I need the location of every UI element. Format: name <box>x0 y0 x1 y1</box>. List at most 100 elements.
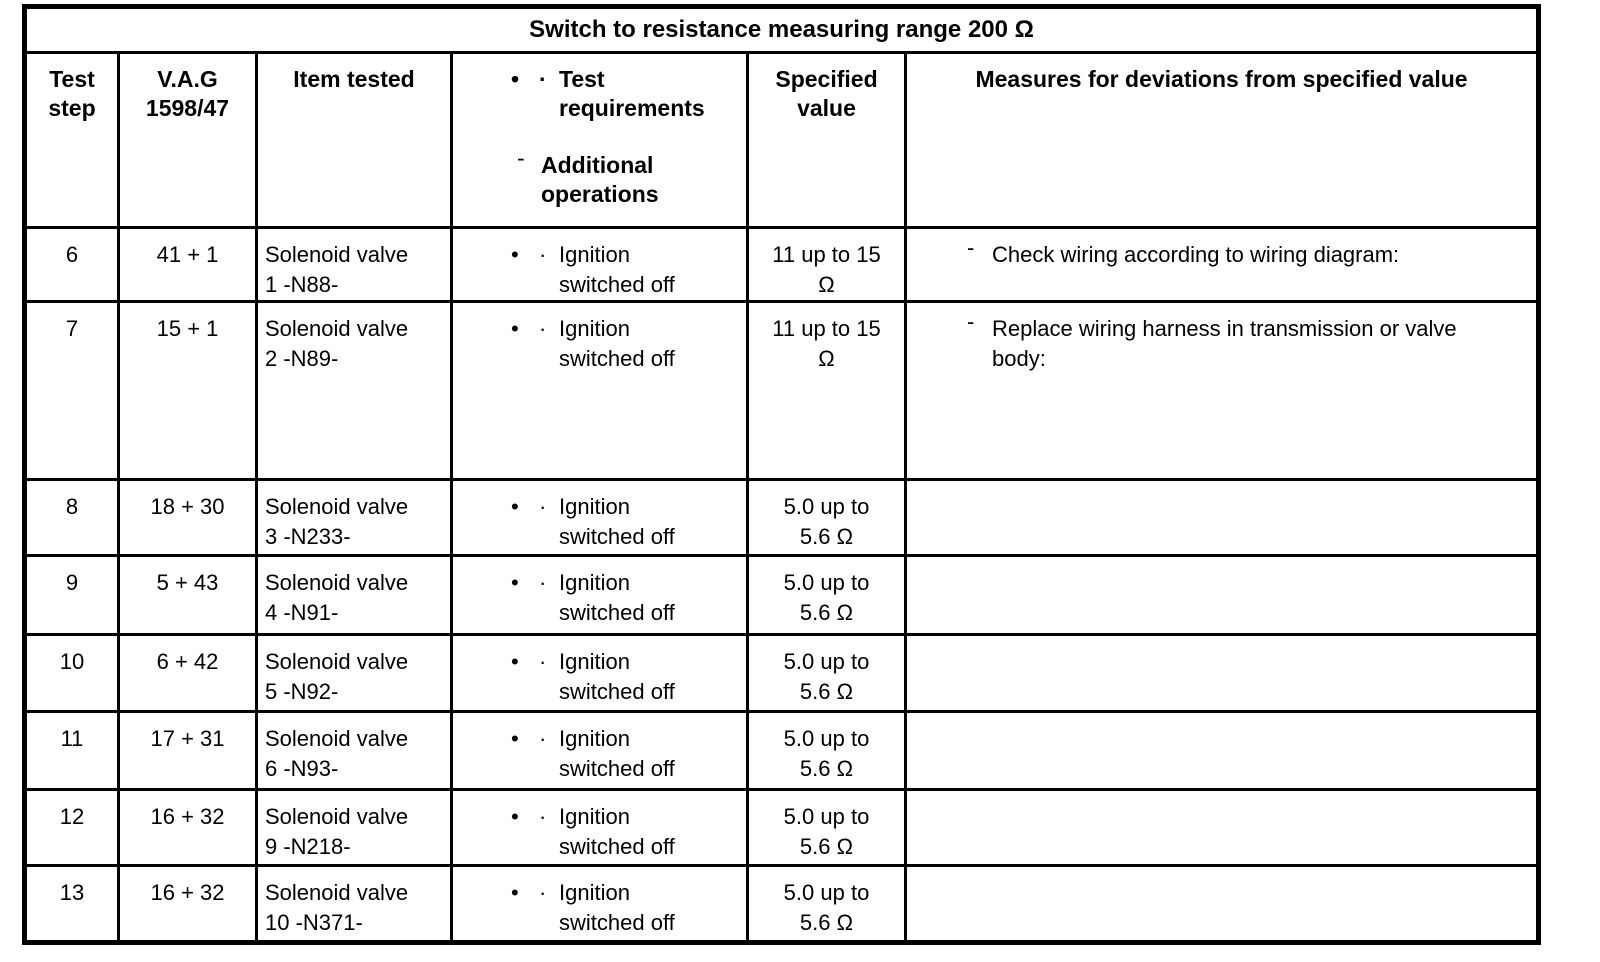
cell-test-requirements: • · Ignition switched off <box>450 788 749 867</box>
bullet-icon: • <box>511 726 519 751</box>
cell-specified-value: 5.0 up to 5.6 Ω <box>746 554 907 636</box>
cell-measures <box>903 864 1541 944</box>
sub-bullet-icon: · <box>539 726 547 751</box>
sub-bullet-icon: · <box>539 570 547 595</box>
header-test-requirements: • · Test requirements - Additional opera… <box>450 51 749 229</box>
cell-vag: 17 + 31 <box>117 710 258 791</box>
cell-item-tested: Solenoid valve 9 -N218- <box>255 788 453 867</box>
cell-measures: - Replace wiring harness in transmission… <box>903 300 1541 481</box>
item-line-1: Solenoid valve <box>265 880 409 905</box>
table-row: 9 5 + 43 Solenoid valve 4 -N91- • · Igni… <box>23 554 1541 636</box>
cell-vag: 16 + 32 <box>117 864 258 944</box>
item-line-2: 2 -N89- <box>265 346 339 371</box>
cell-specified-value: 5.0 up to 5.6 Ω <box>746 788 907 867</box>
item-line-2: 9 -N218- <box>265 834 351 859</box>
cell-test-step: 13 <box>23 864 120 944</box>
dash-icon: - <box>967 235 975 260</box>
cell-test-requirements: • · Ignition switched off <box>450 226 749 303</box>
cell-vag: 15 + 1 <box>117 300 258 481</box>
req-text: Ignition switched off <box>559 649 675 704</box>
table-row: 12 16 + 32 Solenoid valve 9 -N218- • · I… <box>23 788 1541 867</box>
header-item-tested: Item tested <box>255 51 453 229</box>
req-text: Ignition switched off <box>559 804 675 859</box>
cell-measures <box>903 788 1541 867</box>
sub-bullet-icon: · <box>539 804 547 829</box>
sub-bullet-icon: · <box>539 880 547 905</box>
cell-measures <box>903 478 1541 557</box>
req-text: Ignition switched off <box>559 242 675 297</box>
cell-item-tested: Solenoid valve 6 -N93- <box>255 710 453 791</box>
cell-item-tested: Solenoid valve 3 -N233- <box>255 478 453 557</box>
sub-bullet-icon: · <box>539 494 547 519</box>
cell-test-requirements: • · Ignition switched off <box>450 710 749 791</box>
item-line-2: 6 -N93- <box>265 756 339 781</box>
cell-test-step: 6 <box>23 226 120 303</box>
item-line-1: Solenoid valve <box>265 804 409 829</box>
bullet-icon: • <box>511 66 520 92</box>
item-line-1: Solenoid valve <box>265 242 409 267</box>
cell-test-requirements: • · Ignition switched off <box>450 633 749 713</box>
item-line-2: 3 -N233- <box>265 524 351 549</box>
bullet-icon: • <box>511 880 519 905</box>
cell-specified-value: 5.0 up to 5.6 Ω <box>746 710 907 791</box>
cell-test-step: 9 <box>23 554 120 636</box>
item-line-1: Solenoid valve <box>265 494 409 519</box>
cell-specified-value: 5.0 up to 5.6 Ω <box>746 478 907 557</box>
table-title-row: Switch to resistance measuring range 200… <box>22 5 1541 54</box>
item-line-1: Solenoid valve <box>265 570 409 595</box>
cell-item-tested: Solenoid valve 2 -N89- <box>255 300 453 481</box>
cell-vag: 41 + 1 <box>117 226 258 303</box>
cell-item-tested: Solenoid valve 1 -N88- <box>255 226 453 303</box>
cell-specified-value: 11 up to 15 Ω <box>746 300 907 481</box>
header-measures: Measures for deviations from specified v… <box>903 51 1541 229</box>
bullet-icon: • <box>511 804 519 829</box>
cell-measures <box>903 554 1541 636</box>
cell-vag: 6 + 42 <box>117 633 258 713</box>
item-line-2: 10 -N371- <box>265 910 363 935</box>
item-line-1: Solenoid valve <box>265 649 409 674</box>
table-row: 7 15 + 1 Solenoid valve 2 -N89- • · Igni… <box>23 300 1541 481</box>
table-row: 6 41 + 1 Solenoid valve 1 -N88- • · Igni… <box>23 226 1541 303</box>
item-line-1: Solenoid valve <box>265 726 409 751</box>
bullet-icon: • <box>511 242 519 267</box>
header-req-dash-label: Additional operations <box>541 152 659 207</box>
cell-measures: - Check wiring according to wiring diagr… <box>903 226 1541 303</box>
measure-text: Check wiring according to wiring diagram… <box>992 242 1400 267</box>
bullet-icon: • <box>511 649 519 674</box>
sub-bullet-icon: · <box>539 316 547 341</box>
table-row: 11 17 + 31 Solenoid valve 6 -N93- • · Ig… <box>23 710 1541 791</box>
measure-text: Replace wiring harness in transmission o… <box>992 316 1457 371</box>
table-title: Switch to resistance measuring range 200… <box>22 5 1541 54</box>
cell-item-tested: Solenoid valve 5 -N92- <box>255 633 453 713</box>
cell-measures <box>903 633 1541 713</box>
bullet-icon: • <box>511 570 519 595</box>
header-req-dash-line: - Additional operations <box>455 145 745 209</box>
req-text: Ignition switched off <box>559 316 675 371</box>
cell-item-tested: Solenoid valve 10 -N371- <box>255 864 453 944</box>
cell-vag: 5 + 43 <box>117 554 258 636</box>
cell-test-step: 12 <box>23 788 120 867</box>
item-line-2: 5 -N92- <box>265 679 339 704</box>
req-text: Ignition switched off <box>559 880 675 935</box>
sub-bullet-icon: · <box>539 66 547 92</box>
bullet-icon: • <box>511 316 519 341</box>
item-line-2: 4 -N91- <box>265 600 339 625</box>
cell-specified-value: 5.0 up to 5.6 Ω <box>746 864 907 944</box>
cell-test-requirements: • · Ignition switched off <box>450 478 749 557</box>
cell-test-step: 11 <box>23 710 120 791</box>
bullet-icon: • <box>511 494 519 519</box>
header-req-bullet-label: Test requirements <box>559 66 705 121</box>
header-specified-value: Specified value <box>746 51 907 229</box>
table-row: 13 16 + 32 Solenoid valve 10 -N371- • · … <box>23 864 1541 944</box>
req-text: Ignition switched off <box>559 494 675 549</box>
sub-bullet-icon: · <box>539 649 547 674</box>
cell-vag: 16 + 32 <box>117 788 258 867</box>
cell-test-requirements: • · Ignition switched off <box>450 300 749 481</box>
table-row: 8 18 + 30 Solenoid valve 3 -N233- • · Ig… <box>23 478 1541 557</box>
cell-item-tested: Solenoid valve 4 -N91- <box>255 554 453 636</box>
cell-test-requirements: • · Ignition switched off <box>450 864 749 944</box>
cell-specified-value: 11 up to 15 Ω <box>746 226 907 303</box>
cell-test-requirements: • · Ignition switched off <box>450 554 749 636</box>
cell-vag: 18 + 30 <box>117 478 258 557</box>
cell-test-step: 8 <box>23 478 120 557</box>
